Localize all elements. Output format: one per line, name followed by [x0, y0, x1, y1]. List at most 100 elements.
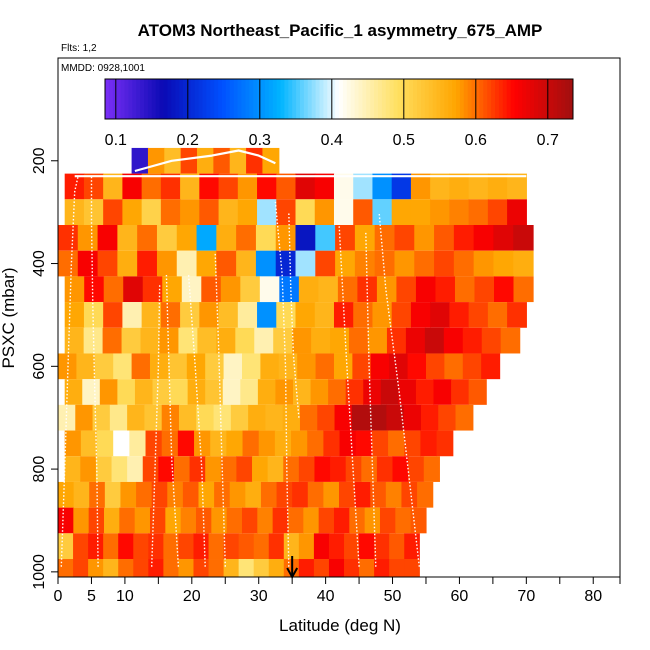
colorbar-segment-43	[272, 79, 278, 119]
heatmap-cell-8-18	[389, 353, 409, 380]
colorbar-segment-56	[323, 79, 328, 119]
heatmap-cell-10-2	[92, 404, 111, 431]
heatmap-cell-8-19	[407, 353, 427, 380]
colorbar-segment-92	[463, 79, 469, 119]
heatmap-cell-4-3	[117, 250, 138, 277]
heatmap-cell-1-20	[449, 173, 470, 200]
colorbar-segment-105	[514, 79, 519, 119]
colorbar-segment-54	[315, 79, 320, 119]
heatmap-cell-2-5	[160, 199, 181, 225]
x-tick-label: 30	[250, 588, 268, 605]
latitude-marker-arrow	[286, 556, 299, 580]
colorbar-segment-83	[428, 79, 434, 119]
heatmap-cell-5-17	[396, 276, 417, 303]
heatmap-cell-16-17	[313, 559, 330, 577]
heatmap-cell-6-9	[237, 302, 258, 328]
heatmap-cell-9-16	[345, 379, 364, 405]
x-tick-label: 0	[54, 588, 63, 605]
colorbar-segment-52	[307, 79, 313, 119]
heatmap-cell-9-4	[134, 379, 154, 405]
heatmap-cell-14-7	[165, 507, 182, 534]
colorbar-segment-104	[510, 79, 515, 119]
heatmap-cell-9-12	[275, 379, 294, 405]
heatmap-cell-13-12	[245, 481, 262, 508]
heatmap-cell-6-16	[372, 302, 393, 328]
heatmap-cell-12-13	[267, 456, 284, 482]
colorbar-segment-84	[432, 79, 437, 119]
colorbar-segment-74	[393, 79, 398, 119]
flight-tracks	[60, 149, 527, 567]
flight-track-9	[365, 232, 377, 567]
heatmap-cell-14-2	[88, 507, 105, 534]
heatmap-cell-16-14	[268, 559, 285, 577]
colorbar-segment-33	[233, 79, 239, 119]
colorbar-segment-14	[159, 79, 164, 119]
heatmap-cell-15-4	[118, 533, 134, 560]
colorbar-segment-27	[210, 79, 215, 119]
heatmap-cell-7-14	[330, 327, 350, 354]
heatmap-cell-3-1	[77, 225, 99, 251]
heatmap-cell-3-18	[414, 225, 435, 251]
heatmap-cell-16-12	[238, 559, 255, 577]
colorbar-segment-30	[222, 79, 227, 119]
heatmap-cell-4-6	[176, 250, 198, 277]
heatmap-cell-10-12	[265, 404, 284, 431]
heatmap-cell-2-13	[314, 199, 335, 225]
heatmap-cell-10-7	[178, 404, 197, 431]
heatmap-cell-9-21	[433, 379, 452, 405]
heatmap-cell-15-8	[178, 533, 195, 560]
heatmap-cell-6-3	[122, 302, 143, 328]
heatmap-cell-13-19	[354, 481, 371, 508]
heatmap-cell-15-17	[313, 533, 330, 560]
heatmap-cell-7-7	[197, 327, 217, 354]
x-tick-label: 40	[317, 588, 335, 605]
heatmap-cell-9-1	[82, 379, 101, 405]
heatmap-cell-4-0	[58, 250, 79, 277]
colorbar-segment-93	[467, 79, 473, 119]
heatmap-cell-0-4	[197, 147, 214, 174]
heatmap-cell-15-6	[148, 533, 164, 560]
x-tick-label: 20	[183, 588, 201, 605]
heatmap-cell-8-12	[278, 353, 298, 380]
y-tick-label: 1000	[31, 554, 48, 590]
colorbar-segment-38	[253, 79, 258, 119]
heatmap-cell-11-21	[404, 430, 421, 457]
colorbar-tick-label: 0.2	[177, 132, 199, 149]
heatmap-cell-1-19	[430, 173, 450, 200]
colorbar-segment-66	[362, 79, 367, 119]
colorbar-segment-8	[136, 79, 141, 119]
heatmap-cell-2-7	[199, 199, 220, 225]
heatmap-cell-10-5	[144, 404, 163, 431]
heatmap-cell-9-14	[310, 379, 329, 405]
heatmap-cell-16-19	[344, 559, 360, 577]
heatmap-cell-4-14	[335, 250, 356, 277]
heatmap-cell-5-19	[435, 276, 456, 303]
colorbar-tick-label: 0.6	[465, 132, 487, 149]
heatmap-cell-6-0	[64, 302, 85, 328]
flight-track-8	[338, 222, 360, 567]
heatmap-cell-9-7	[187, 379, 206, 405]
heatmap-cell-13-1	[73, 481, 90, 508]
heatmap-cell-13-22	[401, 481, 418, 508]
y-tick-label: 400	[31, 250, 48, 277]
heatmap-cell-8-22	[462, 353, 482, 380]
heatmap-cell-14-20	[364, 507, 381, 534]
colorbar-segment-97	[483, 79, 488, 119]
heatmap-cell-3-5	[156, 225, 178, 251]
heatmap-cell-3-6	[176, 225, 198, 251]
heatmap-cell-10-19	[386, 404, 405, 431]
heatmap-cell-2-19	[430, 199, 450, 225]
colorbar-segment-69	[374, 79, 379, 119]
heatmap-cell-2-14	[333, 199, 354, 225]
heatmap-cell-4-13	[315, 250, 336, 277]
heatmap-cell-12-21	[392, 456, 409, 482]
heatmap-cell-14-8	[180, 507, 197, 534]
heatmap-cell-12-12	[252, 456, 269, 482]
heatmap-cell-5-22	[494, 276, 515, 303]
y-tick-label: 800	[31, 456, 48, 483]
heatmap-cell-14-22	[395, 507, 412, 534]
heatmap-cell-13-0	[58, 481, 75, 508]
heatmap-cell-10-11	[248, 404, 266, 431]
heatmap-cell-3-11	[275, 225, 297, 251]
heatmap-cell-16-3	[103, 559, 119, 577]
